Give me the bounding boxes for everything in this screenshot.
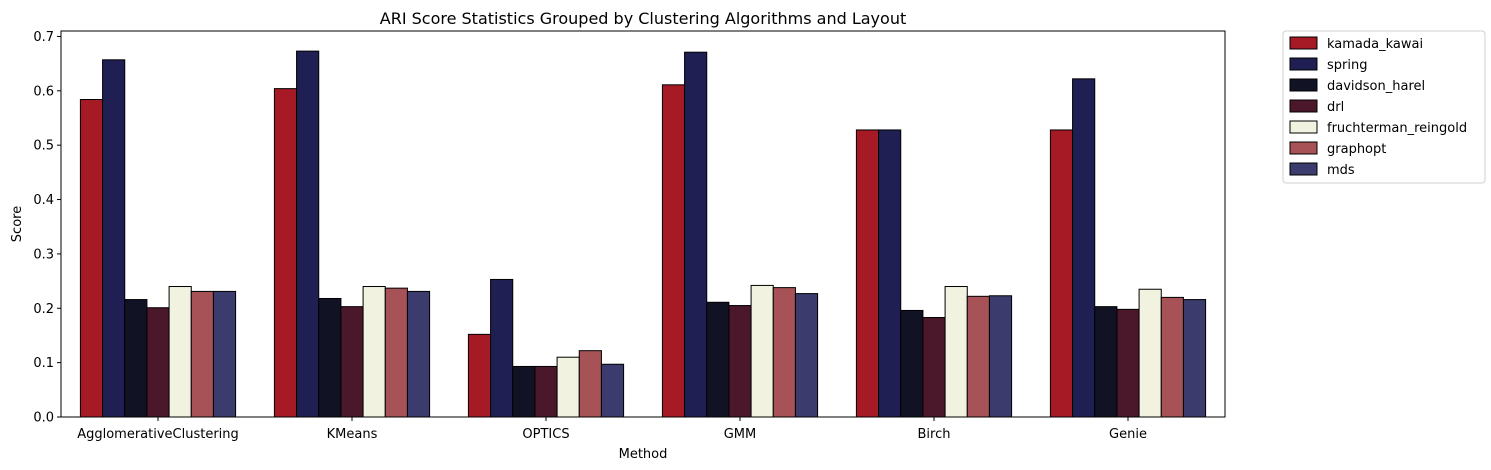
bar-davidson_harel-GMM bbox=[706, 301, 730, 418]
y-tick-label: 0.5 bbox=[33, 139, 54, 154]
bar-mds-GMM bbox=[794, 293, 819, 418]
bar-graphopt-Birch bbox=[966, 295, 990, 418]
bar-graphopt-OPTICS bbox=[578, 350, 602, 418]
y-axis: 0.0 0.1 0.2 0.3 0.4 0.5 0.6 0.7 bbox=[33, 30, 61, 426]
legend-swatch-kamada_kawai bbox=[1289, 36, 1318, 50]
bar-graphopt-AgglomerativeClustering bbox=[190, 290, 214, 418]
legend-label-spring: spring bbox=[1327, 58, 1367, 73]
bar-mds-OPTICS bbox=[600, 363, 625, 418]
bar-fruchterman_reingold-Genie bbox=[1138, 288, 1162, 418]
bar-drl-Birch bbox=[922, 317, 946, 418]
x-axis: AgglomerativeClustering KMeans OPTICS GMM Bi… bbox=[77, 417, 1147, 442]
legend-frame bbox=[1282, 30, 1486, 184]
bar-fruchterman_reingold-Birch bbox=[944, 286, 968, 418]
bar-mds-AgglomerativeClustering bbox=[212, 290, 237, 418]
bar-mds-KMeans bbox=[406, 290, 431, 418]
bar-kamada_kawai-GMM bbox=[661, 84, 686, 418]
bar-kamada_kawai-KMeans bbox=[273, 88, 298, 418]
bar-davidson_harel-Birch bbox=[900, 309, 924, 418]
legend-swatch-graphopt bbox=[1289, 141, 1318, 155]
x-tick-label: Genie bbox=[1109, 427, 1147, 442]
legend-swatch-drl bbox=[1289, 99, 1318, 113]
bars-layer bbox=[79, 50, 1207, 418]
legend-swatch-spring bbox=[1289, 57, 1318, 71]
bar-drl-KMeans bbox=[340, 306, 364, 418]
bar-drl-AgglomerativeClustering bbox=[146, 307, 170, 418]
bar-kamada_kawai-Genie bbox=[1049, 129, 1074, 418]
x-tick-label: OPTICS bbox=[522, 427, 569, 442]
legend-label-mds: mds bbox=[1327, 163, 1355, 178]
y-tick-label: 0.3 bbox=[33, 247, 54, 262]
chart-title: ARI Score Statistics Grouped by Clusteri… bbox=[380, 9, 906, 28]
y-tick-label: 0.7 bbox=[33, 30, 54, 45]
y-tick-label: 0.6 bbox=[33, 84, 54, 99]
bar-drl-OPTICS bbox=[534, 365, 558, 418]
bar-davidson_harel-KMeans bbox=[318, 297, 342, 418]
bar-spring-Genie bbox=[1072, 78, 1096, 418]
legend-swatch-fruchterman_reingold bbox=[1289, 120, 1318, 134]
x-tick-label: AgglomerativeClustering bbox=[77, 427, 239, 442]
x-tick-label: GMM bbox=[724, 427, 757, 442]
y-tick-label: 0.4 bbox=[33, 193, 54, 208]
bar-spring-AgglomerativeClustering bbox=[102, 59, 126, 418]
x-axis-label: Method bbox=[619, 447, 668, 462]
plot-frame bbox=[60, 30, 1226, 418]
legend-label-davidson_harel: davidson_harel bbox=[1327, 79, 1425, 94]
legend-label-fruchterman_reingold: fruchterman_reingold bbox=[1327, 121, 1467, 136]
bar-kamada_kawai-Birch bbox=[855, 129, 880, 418]
legend-label-drl: drl bbox=[1327, 100, 1344, 115]
x-tick-label: KMeans bbox=[327, 427, 378, 442]
bar-fruchterman_reingold-AgglomerativeClustering bbox=[168, 286, 192, 418]
x-tick-label: Birch bbox=[918, 427, 951, 442]
bar-davidson_harel-OPTICS bbox=[512, 365, 536, 418]
legend-swatch-mds bbox=[1289, 162, 1318, 176]
y-tick-label: 0.1 bbox=[33, 356, 54, 371]
bar-kamada_kawai-OPTICS bbox=[467, 333, 492, 418]
bar-spring-GMM bbox=[684, 51, 708, 418]
bar-spring-Birch bbox=[878, 129, 902, 418]
bar-spring-OPTICS bbox=[490, 278, 514, 418]
y-axis-label: Score bbox=[10, 206, 25, 242]
bar-fruchterman_reingold-KMeans bbox=[362, 286, 386, 418]
legend-label-kamada_kawai: kamada_kawai bbox=[1327, 37, 1423, 52]
bar-graphopt-KMeans bbox=[384, 287, 408, 418]
bar-davidson_harel-AgglomerativeClustering bbox=[124, 299, 148, 418]
legend-label-graphopt: graphopt bbox=[1327, 142, 1386, 157]
bar-graphopt-GMM bbox=[772, 287, 796, 418]
bar-mds-Birch bbox=[988, 295, 1013, 418]
bar-spring-KMeans bbox=[296, 50, 320, 418]
bar-drl-GMM bbox=[728, 305, 752, 418]
bar-drl-Genie bbox=[1116, 308, 1140, 418]
bar-davidson_harel-Genie bbox=[1094, 306, 1118, 418]
bar-graphopt-Genie bbox=[1160, 296, 1184, 418]
y-tick-label: 0.2 bbox=[33, 302, 54, 317]
bar-kamada_kawai-AgglomerativeClustering bbox=[79, 99, 104, 418]
bar-fruchterman_reingold-GMM bbox=[750, 284, 774, 418]
bar-mds-Genie bbox=[1182, 299, 1207, 418]
y-tick-label: 0.0 bbox=[33, 411, 54, 426]
legend-swatch-davidson_harel bbox=[1289, 78, 1318, 92]
bar-fruchterman_reingold-OPTICS bbox=[556, 356, 580, 418]
